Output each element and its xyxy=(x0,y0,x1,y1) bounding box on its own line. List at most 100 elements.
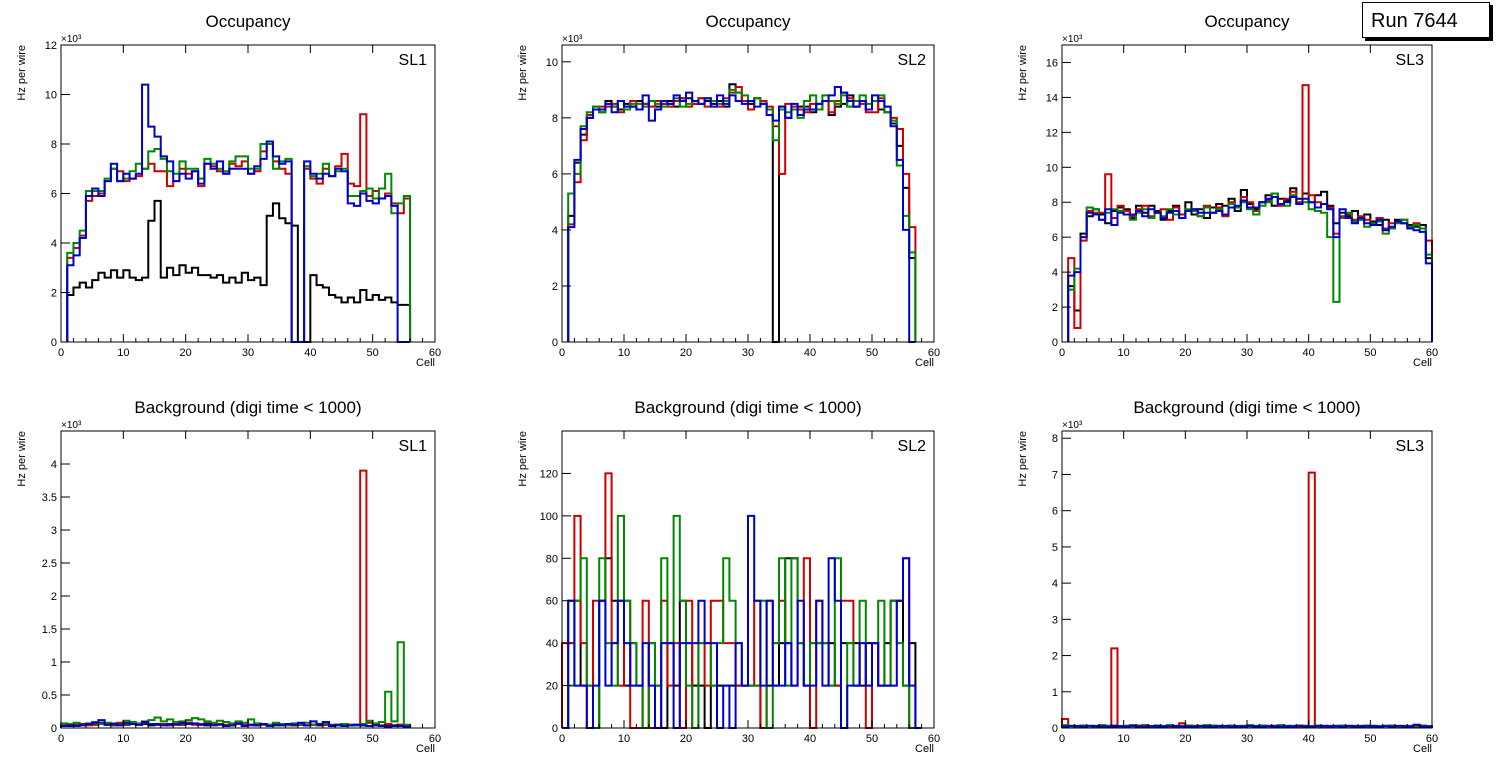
x-tick-label: 30 xyxy=(1241,347,1253,359)
chart-panel-1: Occupancy 0 10 20 30 40 50 60 0 2 4 6 8 10 12 Cell Hz pe… xyxy=(16,12,441,369)
y-tick-label: 12 xyxy=(45,40,57,52)
y-tick-label: 0 xyxy=(51,723,57,735)
x-tick-label: 30 xyxy=(742,733,754,745)
x-tick-label: 30 xyxy=(742,347,754,359)
y-axis-label: Hz per wire xyxy=(517,45,529,101)
run-label: Run 7644 xyxy=(1371,10,1458,32)
histogram-series-1 xyxy=(66,199,412,343)
y-tick-label: 2 xyxy=(51,288,57,300)
y-tick-label: 0 xyxy=(51,337,57,349)
y-tick-label: 1 xyxy=(51,657,57,669)
y-tick-label: 6 xyxy=(552,169,558,181)
superlayer-label: SL2 xyxy=(898,438,927,455)
x-tick-label: 40 xyxy=(1303,347,1315,359)
x-tick-label: 20 xyxy=(680,733,692,745)
y-tick-label: 60 xyxy=(546,596,558,608)
histogram-series-4 xyxy=(1067,195,1433,342)
histogram-series-3 xyxy=(66,143,412,343)
chart-title: Background (digi time < 1000) xyxy=(634,398,861,417)
superlayer-label: SL3 xyxy=(1396,52,1425,69)
y-tick-label: 10 xyxy=(45,90,57,102)
x-axis-label: Cell xyxy=(416,357,435,369)
x-axis-label: Cell xyxy=(1413,357,1432,369)
y-tick-label: 8 xyxy=(51,139,57,151)
x-tick-label: 10 xyxy=(117,347,129,359)
x-tick-label: 10 xyxy=(1118,733,1130,745)
y-tick-label: 2 xyxy=(1052,651,1058,663)
x-tick-label: 0 xyxy=(559,347,565,359)
histogram-series-2 xyxy=(60,469,412,728)
plot-frame xyxy=(561,44,935,343)
x-tick-label: 10 xyxy=(618,347,630,359)
histogram-series-4 xyxy=(66,83,411,343)
run-label-box: Run 7644 xyxy=(1362,2,1490,38)
y-axis-label: Hz per wire xyxy=(1017,45,1029,101)
y-tick-label: 10 xyxy=(546,57,558,69)
y-tick-label: 0 xyxy=(552,723,558,735)
x-tick-label: 50 xyxy=(866,347,878,359)
histogram-series-1 xyxy=(1067,187,1433,342)
y-tick-label: 1.5 xyxy=(42,624,57,636)
histogram-series-3 xyxy=(562,514,916,729)
y-tick-label: 2 xyxy=(552,281,558,293)
x-tick-label: 10 xyxy=(618,733,630,745)
histogram-series-3 xyxy=(1067,192,1433,342)
y-tick-label: 0.5 xyxy=(42,690,57,702)
chart-panel-4: Background (digi time < 1000)0 10 20 30 40 50… xyxy=(16,398,441,755)
y-tick-label: 4 xyxy=(51,238,57,250)
x-tick-label: 60 xyxy=(928,733,940,745)
histogram-series-4 xyxy=(562,514,922,729)
x-tick-label: 60 xyxy=(928,347,940,359)
y-tick-label: 6 xyxy=(51,189,57,201)
x-axis-label: Cell xyxy=(915,357,934,369)
x-tick-label: 20 xyxy=(680,347,692,359)
y-tick-label: 40 xyxy=(546,638,558,650)
x-tick-label: 20 xyxy=(180,347,192,359)
y-tick-label: 8 xyxy=(1052,433,1058,445)
y-tick-label: 7 xyxy=(1052,469,1058,481)
x-tick-label: 10 xyxy=(1118,347,1130,359)
y-axis-label: Hz per wire xyxy=(517,431,529,487)
x-tick-label: 60 xyxy=(429,347,441,359)
y-tick-label: 3.5 xyxy=(42,492,57,504)
chart-title: Occupancy xyxy=(1204,12,1290,31)
x-tick-label: 40 xyxy=(304,347,316,359)
x-tick-label: 50 xyxy=(1364,733,1376,745)
superlayer-label: SL1 xyxy=(399,438,428,455)
y-tick-label: 8 xyxy=(1052,197,1058,209)
y-tick-label: 4 xyxy=(51,459,57,471)
y-tick-label: 4 xyxy=(1052,267,1058,279)
x-tick-label: 50 xyxy=(866,733,878,745)
y-axis-exponent: ×10³ xyxy=(61,420,82,431)
histogram-series-4 xyxy=(567,86,916,343)
x-tick-label: 0 xyxy=(58,733,64,745)
chart-title: Background (digi time < 1000) xyxy=(1133,398,1360,417)
chart-panel-2: Occupancy 0 10 20 30 40 50 60 0 2 4 6 8 10 Cell Hz per … xyxy=(517,12,940,369)
x-tick-label: 0 xyxy=(1059,733,1065,745)
y-tick-label: 3 xyxy=(51,525,57,537)
chart-panel-3: Occupancy 0 10 20 30 40 50 60 0 2 4 6 8 10 12 14 16 Cell H… xyxy=(1017,12,1438,369)
chart-panel-6: Background (digi time < 1000)0 10 20 30 40 50… xyxy=(1017,398,1438,755)
x-tick-label: 60 xyxy=(1426,347,1438,359)
y-tick-label: 3 xyxy=(1052,614,1058,626)
y-tick-label: 2 xyxy=(1052,302,1058,314)
y-tick-label: 4 xyxy=(1052,578,1058,590)
superlayer-label: SL2 xyxy=(898,52,927,69)
y-tick-label: 10 xyxy=(1046,162,1058,174)
y-tick-label: 0 xyxy=(1052,723,1058,735)
y-tick-label: 4 xyxy=(552,225,558,237)
chart-title: Occupancy xyxy=(205,12,291,31)
chart-panel-5: Background (digi time < 1000) 0 10 20 30 40 50… xyxy=(517,398,940,755)
y-axis-label: Hz per wire xyxy=(16,45,28,101)
x-tick-label: 60 xyxy=(1426,733,1438,745)
x-tick-label: 50 xyxy=(367,733,379,745)
y-tick-label: 2.5 xyxy=(42,558,57,570)
plot-frame xyxy=(60,430,436,729)
x-tick-label: 40 xyxy=(304,733,316,745)
x-tick-label: 50 xyxy=(1364,347,1376,359)
x-tick-label: 0 xyxy=(58,347,64,359)
x-axis-label: Cell xyxy=(416,743,435,755)
y-axis-label: Hz per wire xyxy=(16,431,28,487)
x-axis-label: Cell xyxy=(1413,743,1432,755)
